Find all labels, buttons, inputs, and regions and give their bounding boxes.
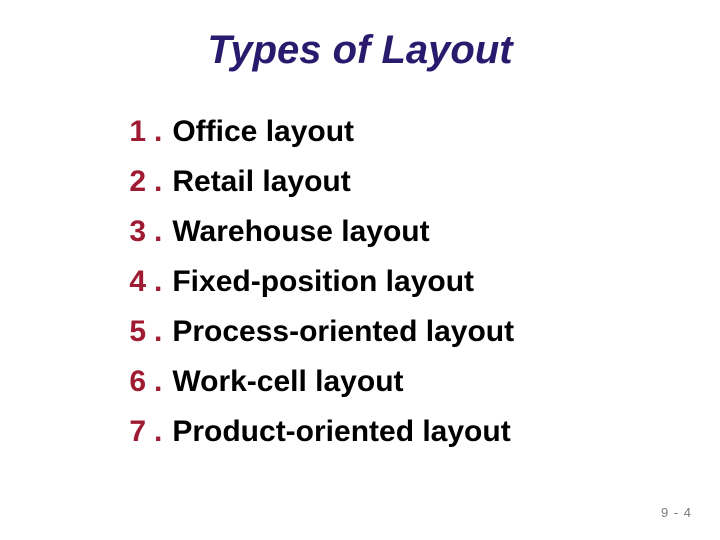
item-dot: .	[154, 415, 162, 449]
item-dot: .	[154, 315, 162, 349]
item-text: Fixed-position layout	[172, 265, 474, 299]
item-text: Work-cell layout	[172, 365, 403, 399]
list-item: 2. Retail layout	[108, 165, 720, 199]
item-number: 7	[108, 415, 146, 449]
slide-title: Types of Layout	[0, 28, 720, 73]
item-dot: .	[154, 165, 162, 199]
item-dot: .	[154, 365, 162, 399]
item-dot: .	[154, 215, 162, 249]
item-number: 3	[108, 215, 146, 249]
item-dot: .	[154, 265, 162, 299]
list-item: 5. Process-oriented layout	[108, 315, 720, 349]
slide-container: Types of Layout 1. Office layout 2. Reta…	[0, 0, 720, 540]
list-item: 6. Work-cell layout	[108, 365, 720, 399]
list-item: 3. Warehouse layout	[108, 215, 720, 249]
item-number: 5	[108, 315, 146, 349]
item-text: Process-oriented layout	[172, 315, 514, 349]
layout-list: 1. Office layout 2. Retail layout 3. War…	[0, 115, 720, 449]
item-text: Retail layout	[172, 165, 350, 199]
list-item: 1. Office layout	[108, 115, 720, 149]
item-number: 6	[108, 365, 146, 399]
item-text: Product-oriented layout	[172, 415, 510, 449]
item-text: Warehouse layout	[172, 215, 429, 249]
item-number: 4	[108, 265, 146, 299]
item-text: Office layout	[172, 115, 354, 149]
item-dot: .	[154, 115, 162, 149]
list-item: 4. Fixed-position layout	[108, 265, 720, 299]
slide-number: 9 - 4	[661, 505, 692, 520]
item-number: 2	[108, 165, 146, 199]
list-item: 7. Product-oriented layout	[108, 415, 720, 449]
item-number: 1	[108, 115, 146, 149]
